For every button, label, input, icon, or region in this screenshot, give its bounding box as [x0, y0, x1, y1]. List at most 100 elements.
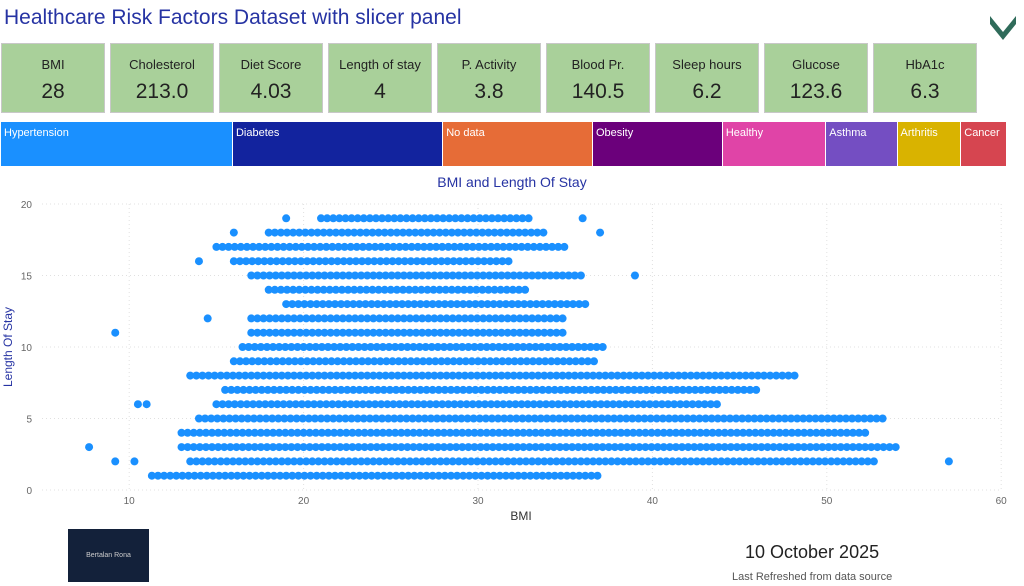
data-point — [637, 371, 646, 380]
data-point — [869, 457, 878, 466]
data-point — [824, 443, 833, 452]
data-point — [311, 428, 320, 437]
data-point — [477, 385, 486, 394]
data-point — [496, 285, 505, 294]
data-point — [580, 343, 589, 351]
data-point — [511, 242, 520, 251]
data-point — [480, 242, 489, 251]
data-point — [450, 400, 459, 409]
data-point — [360, 343, 369, 351]
data-point — [464, 428, 473, 437]
data-point — [677, 414, 686, 423]
data-point — [416, 385, 425, 394]
data-point — [662, 457, 671, 466]
data-point — [334, 400, 343, 409]
data-point — [418, 371, 427, 380]
data-point — [486, 257, 495, 266]
data-point — [540, 271, 549, 280]
kpi-label: Blood Pr. — [571, 57, 625, 72]
slicer-item[interactable]: Asthma — [826, 122, 898, 166]
data-point — [392, 285, 401, 294]
slicer-item[interactable]: Healthy — [722, 122, 827, 166]
data-point — [354, 443, 363, 452]
data-point — [656, 371, 665, 380]
data-point — [310, 414, 319, 423]
data-point — [232, 428, 241, 437]
data-point — [317, 428, 326, 437]
data-point — [526, 471, 535, 480]
data-point — [519, 428, 528, 437]
data-point — [336, 343, 345, 351]
data-point — [508, 300, 517, 309]
data-point — [564, 457, 573, 466]
data-point — [347, 214, 356, 223]
data-point — [440, 385, 449, 394]
data-point — [312, 385, 321, 394]
data-point — [286, 414, 295, 423]
data-point — [352, 400, 361, 409]
data-point — [569, 471, 578, 480]
data-point — [216, 457, 225, 466]
data-point — [292, 414, 301, 423]
slicer-item[interactable]: Arthritis — [897, 122, 962, 166]
slicer-item[interactable]: Diabetes — [232, 122, 444, 166]
data-point — [366, 428, 375, 437]
data-point — [678, 443, 687, 452]
data-point — [836, 428, 845, 437]
data-point — [272, 357, 281, 366]
data-point — [746, 385, 755, 394]
data-point — [471, 471, 480, 480]
slicer-item[interactable]: No data — [443, 122, 593, 166]
data-point — [265, 457, 274, 466]
data-point — [343, 300, 352, 309]
data-point — [479, 314, 488, 323]
data-point — [338, 328, 347, 337]
data-point — [540, 328, 549, 337]
slicer-item[interactable]: Hypertension — [1, 122, 233, 166]
data-point — [276, 385, 285, 394]
data-point — [544, 471, 553, 480]
data-point — [534, 457, 543, 466]
data-point — [631, 371, 640, 380]
data-point — [665, 443, 674, 452]
data-point — [405, 371, 414, 380]
data-point — [450, 242, 459, 251]
data-point — [242, 357, 251, 366]
data-point — [274, 414, 283, 423]
data-point — [570, 271, 579, 280]
data-point — [441, 285, 450, 294]
data-point — [378, 443, 387, 452]
data-point — [654, 385, 663, 394]
data-point — [431, 357, 440, 366]
data-point — [337, 385, 346, 394]
data-point — [256, 343, 265, 351]
data-point — [438, 400, 447, 409]
data-point — [369, 314, 378, 323]
data-point — [203, 314, 212, 323]
data-point — [741, 457, 750, 466]
data-point — [609, 400, 618, 409]
data-point — [301, 285, 310, 294]
data-point — [502, 285, 511, 294]
data-point — [528, 328, 537, 337]
data-point — [555, 343, 564, 351]
data-point — [348, 343, 357, 351]
data-point — [337, 471, 346, 480]
data-point — [271, 328, 280, 337]
slicer-item[interactable]: Cancer — [961, 122, 1007, 166]
data-point — [662, 371, 671, 380]
data-point — [567, 414, 576, 423]
data-point — [595, 457, 604, 466]
data-point — [411, 285, 420, 294]
data-point — [436, 314, 445, 323]
data-point — [302, 371, 311, 380]
data-point — [497, 371, 506, 380]
data-point — [451, 414, 460, 423]
data-point — [453, 471, 462, 480]
data-point — [302, 314, 311, 323]
data-point — [353, 214, 362, 223]
slicer-item[interactable]: Obesity — [592, 122, 723, 166]
data-point — [342, 343, 351, 351]
data-point — [395, 242, 404, 251]
data-point — [345, 257, 354, 266]
